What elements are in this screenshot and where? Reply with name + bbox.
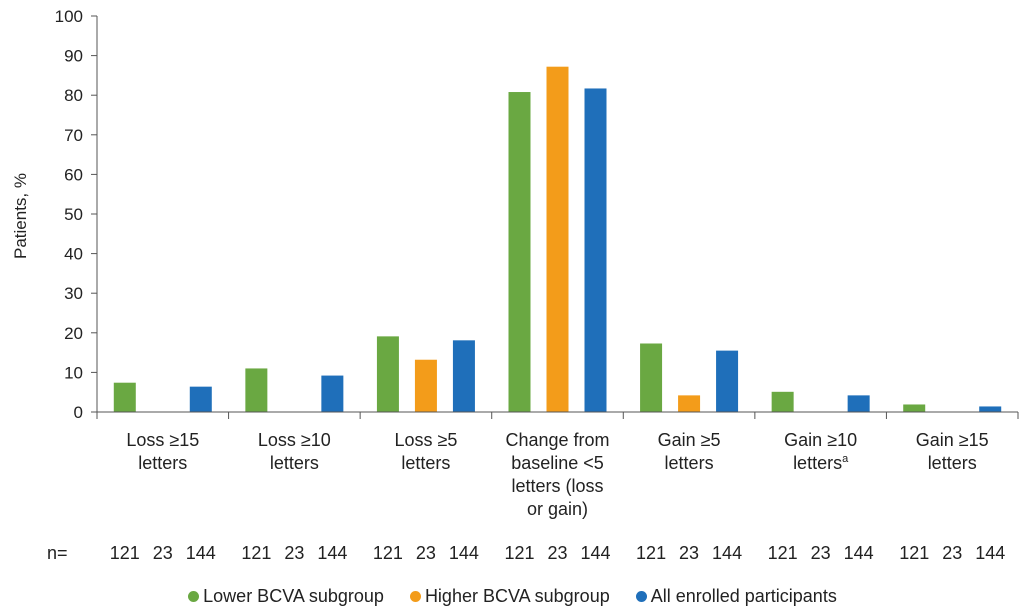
y-tick-label: 50	[64, 205, 83, 224]
n-row: n= 121 23 144 121 23 144 121 23 144 121 23 144 121 23 1…	[47, 543, 1005, 563]
n-value: 23	[942, 543, 962, 563]
x-category-label: Loss ≥10 letters	[258, 430, 331, 473]
n-value: 144	[580, 543, 610, 563]
n-value: 23	[547, 543, 567, 563]
n-value: 121	[636, 543, 666, 563]
legend-item-lower-bcva: Lower BCVA subgroup	[188, 584, 384, 608]
n-value: 144	[317, 543, 347, 563]
legend-item-higher-bcva: Higher BCVA subgroup	[409, 584, 610, 608]
n-value: 23	[811, 543, 831, 563]
x-category-label: Gain ≥15 letters	[916, 430, 989, 473]
x-category-label: Loss ≥5 letters	[394, 430, 457, 473]
y-axis: 0 10 20 30 40 50 60 70 80 90 100	[55, 7, 98, 422]
n-value: 144	[975, 543, 1005, 563]
y-axis-label: Patients, %	[11, 173, 30, 259]
y-tick-label: 100	[55, 7, 83, 26]
bar	[321, 375, 344, 412]
y-tick-label: 40	[64, 245, 83, 264]
legend-dot-icon	[635, 590, 647, 602]
y-tick-label: 70	[64, 126, 83, 145]
n-value: 121	[768, 543, 798, 563]
legend-label: All enrolled participants	[650, 585, 837, 606]
x-category-label: Change from baseline <5 letters (loss or ga…	[505, 430, 609, 519]
n-value: 121	[504, 543, 534, 563]
bar-chart: 0 10 20 30 40 50 60 70 80 90 100 Patients, % Loss …	[11, 7, 1019, 563]
bar	[584, 88, 607, 412]
y-tick-label: 80	[64, 86, 83, 105]
legend-dot-icon	[188, 590, 200, 602]
n-value: 23	[284, 543, 304, 563]
n-value: 144	[712, 543, 742, 563]
n-value: 121	[899, 543, 929, 563]
n-value: 23	[153, 543, 173, 563]
bar	[414, 359, 437, 412]
n-value: 144	[844, 543, 874, 563]
legend-label: Lower BCVA subgroup	[203, 585, 384, 606]
y-tick-label: 0	[74, 403, 83, 422]
bar	[771, 391, 794, 412]
bar	[716, 350, 739, 412]
x-axis: Loss ≥15 letters Loss ≥10 letters Loss ≥5 let…	[96, 411, 1019, 519]
n-value: 121	[373, 543, 403, 563]
bar	[189, 386, 212, 412]
n-value: 121	[110, 543, 140, 563]
y-tick-label: 90	[64, 47, 83, 66]
n-value: 121	[241, 543, 271, 563]
y-tick-label: 10	[64, 363, 83, 382]
bar	[640, 343, 663, 412]
legend-item-all-enrolled: All enrolled participants	[635, 584, 837, 608]
bar	[678, 395, 701, 412]
bar	[546, 66, 569, 413]
bar	[376, 336, 399, 412]
legend-dot-icon	[409, 590, 421, 602]
y-tick-label: 20	[64, 324, 83, 343]
bar	[903, 404, 926, 412]
n-value: 23	[416, 543, 436, 563]
n-value: 144	[186, 543, 216, 563]
legend: Lower BCVA subgroup Higher BCVA subgroup…	[0, 584, 1025, 608]
bar	[979, 406, 1002, 412]
x-category-label: Loss ≥15 letters	[126, 430, 199, 473]
n-label: n=	[47, 543, 68, 563]
bar	[508, 92, 531, 413]
x-category-label: Gain ≥10 lettersa	[784, 430, 857, 473]
bar	[113, 382, 136, 412]
bars	[113, 66, 1002, 413]
n-value: 144	[449, 543, 479, 563]
bar	[245, 368, 268, 412]
n-value: 23	[679, 543, 699, 563]
y-tick-label: 60	[64, 165, 83, 184]
y-tick-label: 30	[64, 284, 83, 303]
x-category-label: Gain ≥5 letters	[658, 430, 721, 473]
bar	[452, 340, 475, 412]
bar	[847, 395, 870, 412]
legend-label: Higher BCVA subgroup	[424, 585, 610, 606]
